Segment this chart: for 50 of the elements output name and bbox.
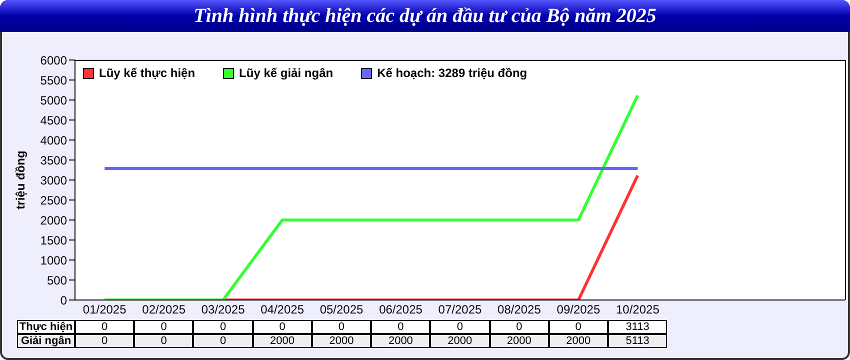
y-tick-label: 0 [60, 293, 68, 308]
data-label: 2000 [430, 334, 490, 348]
y-tick-label: 3000 [40, 173, 68, 188]
y-tick-label: 5000 [40, 93, 68, 108]
y-axis-title: triệu đồng [13, 150, 28, 210]
text: Giải ngân [17, 334, 75, 348]
y-tick-label: 2000 [40, 213, 68, 228]
data-label: 0 [312, 320, 372, 334]
data-label: 0 [371, 320, 430, 334]
data-label: 0 [193, 334, 253, 348]
y-tick-label: 2500 [40, 193, 68, 208]
data-label: 2000 [371, 334, 430, 348]
x-tick-label: 02/2025 [142, 302, 186, 317]
data-label: 0 [430, 320, 490, 334]
y-tick-label: 3500 [40, 153, 68, 168]
x-tick-label: 10/2025 [616, 302, 660, 317]
x-tick-label: 04/2025 [260, 302, 304, 317]
data-label: 5113 [608, 334, 668, 348]
y-tick-label: 6000 [40, 53, 68, 68]
data-label: 0 [252, 320, 312, 334]
data-label: 0 [75, 320, 134, 334]
data-label: 0 [134, 320, 194, 334]
data-label: 2000 [252, 334, 312, 348]
legend-label: Kế hoạch: 3289 triệu đồng [377, 66, 528, 80]
data-label: 0 [490, 320, 549, 334]
legend-label: Lũy kế giải ngân [239, 66, 334, 80]
y-tick-label: 4000 [40, 133, 68, 148]
x-tick-label: 01/2025 [82, 302, 127, 317]
data-label: 2000 [312, 334, 372, 348]
y-tick-label: 5500 [40, 73, 68, 88]
data-label: 0 [193, 320, 253, 334]
data-label: 2000 [548, 334, 608, 348]
y-tick-label: 500 [46, 273, 68, 288]
x-tick-label: 08/2025 [498, 302, 542, 317]
x-tick-label: 07/2025 [438, 302, 482, 317]
x-tick-label: 09/2025 [556, 302, 600, 317]
data-label: 0 [548, 320, 608, 334]
data-label: 0 [134, 334, 194, 348]
y-tick-label: 1500 [40, 233, 68, 248]
x-tick-label: 03/2025 [201, 302, 246, 317]
y-tick-label: 4500 [40, 113, 68, 128]
legend-label: Lũy kế thực hiện [99, 66, 196, 80]
chart-title: Tình hình thực hiện các dự án đầu tư của Bộ năm 2025 [0, 0, 850, 32]
y-tick-label: 1000 [40, 253, 68, 268]
data-label: 2000 [490, 334, 549, 348]
data-label: 0 [75, 334, 134, 348]
x-tick-label: 06/2025 [379, 302, 423, 317]
text: Thực hiện [17, 320, 75, 334]
data-label: 3113 [608, 320, 668, 334]
x-tick-label: 05/2025 [320, 302, 364, 317]
